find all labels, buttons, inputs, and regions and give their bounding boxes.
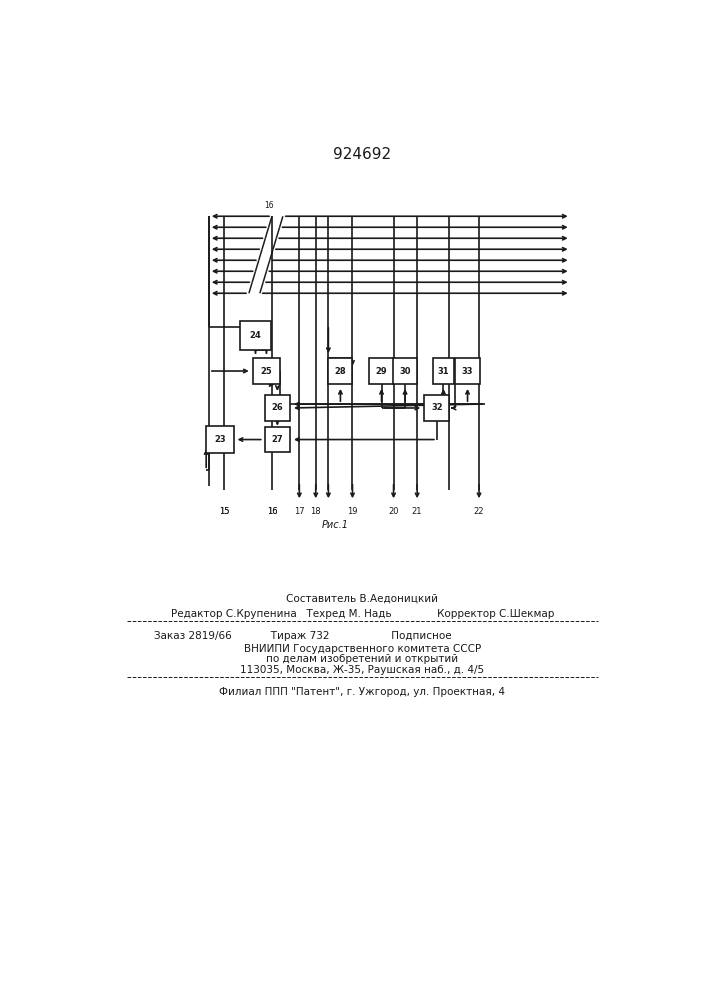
Text: 26: 26 [271, 403, 284, 412]
Text: ВНИИПИ Государственного комитета СССР: ВНИИПИ Государственного комитета СССР [244, 644, 481, 654]
Text: 15: 15 [219, 507, 230, 516]
Text: 30: 30 [399, 367, 411, 376]
Text: 16: 16 [264, 201, 274, 210]
Text: 16: 16 [267, 507, 277, 516]
Text: 24: 24 [250, 331, 262, 340]
Text: 16: 16 [267, 507, 277, 516]
Text: 29: 29 [375, 367, 387, 376]
Text: 21: 21 [412, 507, 422, 516]
Bar [424, 395, 450, 421]
Text: 28: 28 [334, 367, 346, 376]
Bar [265, 427, 290, 452]
Text: 25: 25 [261, 367, 272, 376]
Text: Рис.1: Рис.1 [322, 520, 349, 530]
Text: 27: 27 [271, 435, 284, 444]
Text: 23: 23 [214, 435, 226, 444]
Text: 17: 17 [294, 507, 305, 516]
Text: 19: 19 [347, 507, 358, 516]
Text: по делам изобретений и открытий: по делам изобретений и открытий [267, 654, 458, 664]
Bar [370, 358, 394, 384]
Text: 15: 15 [219, 507, 230, 516]
Bar [265, 395, 290, 421]
Bar [455, 358, 479, 384]
Text: 22: 22 [474, 507, 484, 516]
Bar [206, 426, 233, 453]
Text: Филиал ППП "Патент", г. Ужгород, ул. Проектная, 4: Филиал ППП "Патент", г. Ужгород, ул. Про… [219, 687, 506, 697]
Bar [253, 358, 280, 384]
Bar [433, 358, 454, 384]
Bar [328, 358, 353, 384]
Text: 113035, Москва, Ж-35, Раушская наб., д. 4/5: 113035, Москва, Ж-35, Раушская наб., д. … [240, 665, 484, 675]
Text: 20: 20 [388, 507, 399, 516]
Text: 924692: 924692 [333, 147, 392, 162]
Text: 32: 32 [431, 403, 443, 412]
Text: Редактор С.Крупенина   Техред М. Надь              Корректор С.Шекмар: Редактор С.Крупенина Техред М. Надь Корр… [170, 609, 554, 619]
Text: Составитель В.Аедоницкий: Составитель В.Аедоницкий [286, 594, 438, 604]
Bar [393, 358, 417, 384]
Text: 31: 31 [438, 367, 449, 376]
Bar [240, 321, 271, 350]
Text: 33: 33 [462, 367, 473, 376]
Text: Заказ 2819/66            Тираж 732                   Подписное: Заказ 2819/66 Тираж 732 Подписное [154, 631, 452, 641]
Text: 18: 18 [310, 507, 321, 516]
